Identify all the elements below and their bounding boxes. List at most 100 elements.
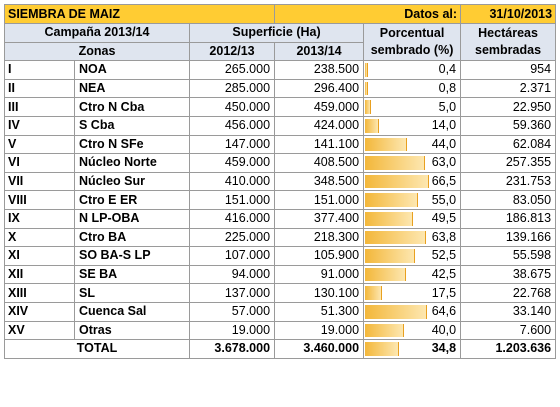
zone-name: Cuenca Sal [74, 301, 190, 322]
surface-2013-14: 19.000 [274, 320, 365, 341]
zone-name: Núcleo Norte [74, 153, 190, 173]
zone-name: N LP-OBA [74, 208, 190, 229]
percent-header: Porcentual sembrado (%) [363, 22, 462, 62]
hectares-sown: 2.371 [460, 78, 557, 99]
percent-value: 49,5 [431, 211, 457, 226]
zone-number: VII [4, 171, 75, 192]
zone-number: XIII [4, 283, 75, 303]
total-surface-2012-13: 3.678.000 [188, 339, 276, 359]
surface-2012-13: 57.000 [188, 301, 276, 322]
percent-sown-cell: 64,6 [363, 301, 462, 322]
percent-bar [365, 137, 408, 152]
surface-2013-14: 238.500 [274, 60, 365, 80]
percent-value: 64,6 [431, 304, 457, 319]
surface-2012-13: 456.000 [188, 115, 276, 136]
table-row: X Ctro BA 225.000 218.300 63,8 139.166 [4, 227, 557, 248]
total-label: TOTAL [4, 339, 190, 359]
year2-header: 2013/14 [274, 41, 365, 62]
percent-value: 0,8 [438, 81, 457, 96]
percent-bar [365, 230, 426, 245]
percent-value: 55,0 [431, 192, 457, 207]
zone-number: I [4, 60, 75, 80]
percent-bar [365, 63, 369, 77]
zone-name: NEA [74, 78, 190, 99]
surface-2012-13: 225.000 [188, 227, 276, 248]
percent-bar [365, 193, 418, 207]
percent-value: 0,4 [438, 62, 457, 77]
zone-number: III [4, 97, 75, 117]
percent-bar [365, 118, 380, 133]
zone-name: Ctro BA [74, 227, 190, 248]
table-title: SIEMBRA DE MAIZ [3, 4, 276, 24]
surface-2012-13: 410.000 [188, 171, 276, 192]
total-row: TOTAL 3.678.000 3.460.000 34,8 1.203.636 [4, 339, 557, 359]
hectares-header-line2: sembradas [475, 43, 542, 58]
table-row: VII Núcleo Sur 410.000 348.500 66,5 231.753 [4, 171, 557, 192]
percent-bar [365, 81, 369, 96]
percent-sown-cell: 40,0 [363, 320, 462, 341]
surface-2012-13: 265.000 [188, 60, 276, 80]
percent-sown-cell: 5,0 [363, 97, 462, 117]
percent-sown-cell: 14,0 [363, 115, 462, 136]
surface-2012-13: 285.000 [188, 78, 276, 99]
hectares-sown: 231.753 [460, 171, 557, 192]
zone-number: XIV [4, 301, 75, 322]
zone-name: Ctro N SFe [74, 134, 190, 155]
zone-number: V [4, 134, 75, 155]
surface-2013-14: 105.900 [274, 246, 365, 266]
zone-number: XV [4, 320, 75, 341]
percent-sown-cell: 0,8 [363, 78, 462, 99]
percent-sown-cell: 0,4 [363, 60, 462, 80]
surface-2012-13: 450.000 [188, 97, 276, 117]
percent-value: 40,0 [431, 322, 457, 337]
surface-2013-14: 424.000 [274, 115, 365, 136]
surface-2012-13: 19.000 [188, 320, 276, 341]
hectares-sown: 83.050 [460, 190, 557, 210]
zone-number: VI [4, 153, 75, 173]
table-row: IX N LP-OBA 416.000 377.400 49,5 186.813 [4, 208, 557, 229]
zone-name: Otras [74, 320, 190, 341]
surface-2012-13: 107.000 [188, 246, 276, 266]
surface-2013-14: 218.300 [274, 227, 365, 248]
surface-2013-14: 91.000 [274, 264, 365, 285]
surface-2012-13: 137.000 [188, 283, 276, 303]
zone-number: X [4, 227, 75, 248]
percent-sown-cell: 44,0 [363, 134, 462, 155]
hectares-header: Hectáreas sembradas [460, 22, 557, 62]
zone-number: XI [4, 246, 75, 266]
hectares-sown: 22.950 [460, 97, 557, 117]
percent-value: 44,0 [431, 136, 457, 151]
zone-name: NOA [74, 60, 190, 80]
title-row: SIEMBRA DE MAIZ Datos al: 31/10/2013 [3, 4, 557, 24]
zone-name: SE BA [74, 264, 190, 285]
table-row: I NOA 265.000 238.500 0,4 954 [4, 60, 557, 80]
percent-value: 5,0 [438, 99, 457, 114]
surface-2013-14: 408.500 [274, 153, 365, 173]
percent-bar [365, 286, 383, 300]
zone-name: S Cba [74, 115, 190, 136]
year1-header: 2012/13 [188, 41, 276, 62]
surface-2012-13: 147.000 [188, 134, 276, 155]
zone-name: Ctro E ER [74, 190, 190, 210]
surface-2013-14: 459.000 [274, 97, 365, 117]
surface-2013-14: 51.300 [274, 301, 365, 322]
percent-value: 17,5 [431, 285, 457, 300]
table-row: III Ctro N Cba 450.000 459.000 5,0 22.950 [4, 97, 557, 117]
hectares-sown: 38.675 [460, 264, 557, 285]
surface-2012-13: 459.000 [188, 153, 276, 173]
hectares-header-line1: Hectáreas [478, 26, 538, 41]
percent-bar [365, 156, 426, 170]
percent-value: 14,0 [431, 118, 457, 133]
hectares-sown: 33.140 [460, 301, 557, 322]
percent-value: 63,0 [431, 155, 457, 170]
percent-sown-cell: 52,5 [363, 246, 462, 266]
hectares-sown: 59.360 [460, 115, 557, 136]
hectares-sown: 55.598 [460, 246, 557, 266]
table-row: V Ctro N SFe 147.000 141.100 44,0 62.084 [4, 134, 557, 155]
hectares-sown: 22.768 [460, 283, 557, 303]
surface-2012-13: 151.000 [188, 190, 276, 210]
date-value: 31/10/2013 [460, 4, 557, 24]
zone-number: IX [4, 208, 75, 229]
table-row: XIV Cuenca Sal 57.000 51.300 64,6 33.140 [4, 301, 557, 322]
percent-bar [365, 100, 371, 114]
